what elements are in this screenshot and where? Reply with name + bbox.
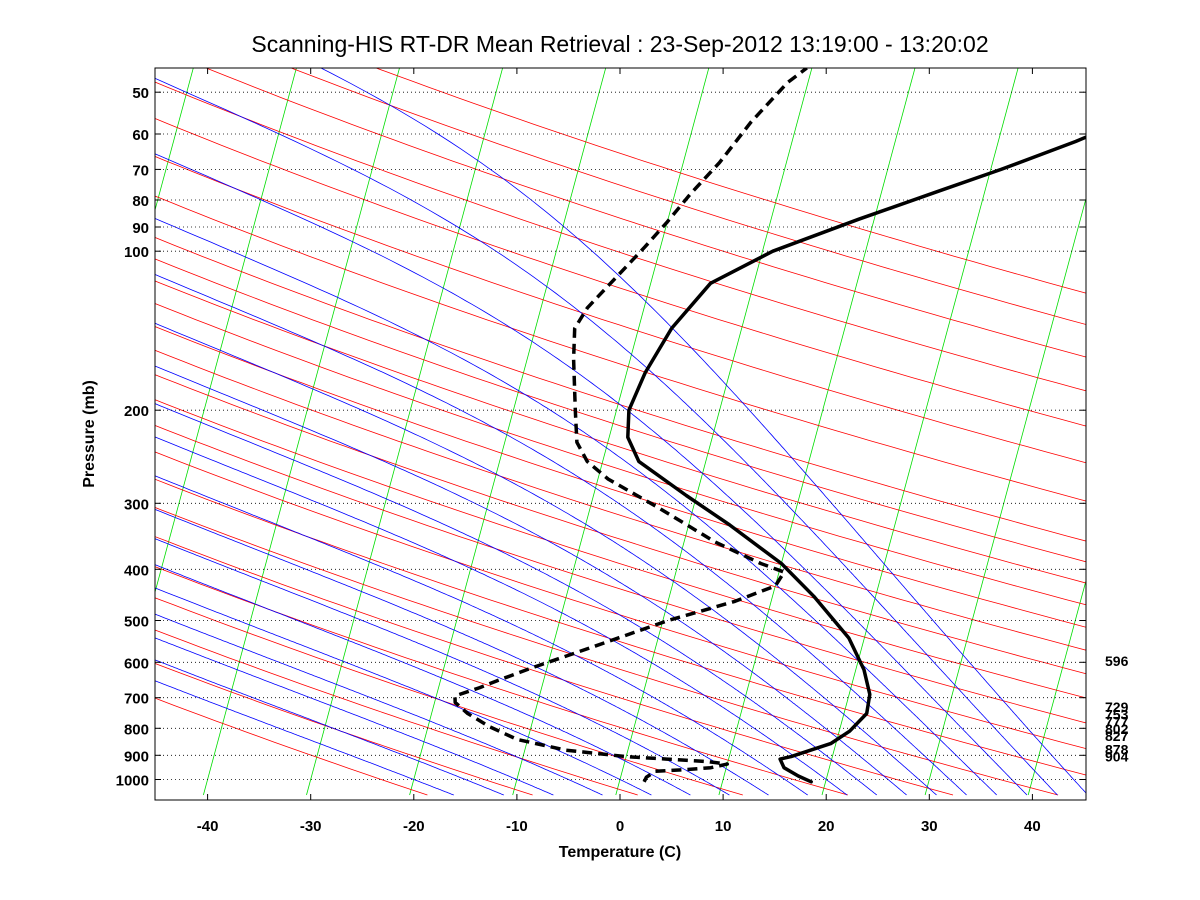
moist-adiabat-line: [155, 436, 848, 796]
background-lines: [0, 63, 1086, 796]
isotherm-line: [203, 68, 400, 796]
moist-adiabat-line: [155, 153, 1028, 796]
isotherm-line: [615, 68, 813, 796]
dry-adiabat-line: [155, 399, 1086, 699]
y-tick-label: 400: [124, 562, 149, 579]
y-tick-label: 300: [124, 496, 149, 513]
chart-title: Scanning-HIS RT-DR Mean Retrieval : 23-S…: [251, 31, 988, 57]
dry-adiabat-line: [155, 280, 1086, 584]
dry-adiabat-line: [155, 326, 1086, 628]
dry-adiabat-line: [155, 507, 1059, 796]
y-tick-label: 600: [124, 655, 149, 672]
y-tick-label: 700: [124, 691, 149, 708]
isotherm-line: [512, 68, 710, 796]
moist-adiabat-line: [155, 475, 808, 796]
dry-adiabat-line: [155, 597, 743, 796]
moist-adiabat-line: [155, 77, 1058, 796]
y-tick-label: 60: [132, 127, 149, 144]
isotherm-line: [409, 68, 607, 796]
y-tick-label: 70: [132, 162, 149, 179]
dry-adiabat-line: [155, 156, 1086, 464]
isotherm-line: [924, 196, 1086, 796]
side-pressure-label: 777: [1105, 714, 1129, 730]
sounding-profiles: [453, 68, 1086, 784]
y-tick-label: 100: [124, 244, 149, 261]
isotherm-line: [1027, 579, 1086, 796]
dry-adiabat-line: [155, 81, 1086, 392]
dry-adiabat-line: [155, 478, 1086, 776]
x-tick-label: 20: [818, 818, 835, 835]
isotherm-line: [155, 68, 194, 212]
x-tick-label: -30: [300, 818, 322, 835]
plot-frame: [154, 67, 1087, 801]
dry-adiabat-line: [155, 425, 1086, 724]
y-tick-label: 900: [124, 748, 149, 765]
side-pressure-label: 596: [1105, 653, 1129, 669]
y-tick-label: 80: [132, 193, 149, 210]
moist-adiabat-line: [155, 659, 504, 796]
moist-adiabat-line: [155, 564, 691, 796]
dry-adiabat-line: [155, 536, 954, 796]
dry-adiabat-line: [155, 237, 1086, 542]
dry-adiabat-line: [155, 258, 1086, 563]
temperature-profile-line: [626, 135, 1086, 784]
dry-adiabat-line: [205, 68, 1086, 358]
moist-adiabat-line: [155, 508, 769, 796]
y-tick-label: 500: [124, 614, 149, 631]
side-pressure-label: 753: [1105, 706, 1129, 722]
isotherm-line: [718, 68, 916, 796]
moist-adiabat-line: [155, 637, 554, 796]
y-tick-label: 90: [132, 220, 149, 237]
moist-adiabat-line: [155, 613, 603, 796]
dry-adiabat-line: [155, 195, 1086, 502]
x-tick-label: -20: [403, 818, 425, 835]
y-tick-label: 800: [124, 721, 149, 738]
y-tick-label: 200: [124, 403, 149, 420]
moist-adiabat-line: [320, 68, 1086, 794]
moist-adiabat-line: [155, 538, 730, 796]
dry-adiabat-line: [155, 118, 1086, 427]
side-pressure-label: 904: [1105, 748, 1129, 764]
side-pressure-label: 802: [1105, 721, 1129, 737]
isotherm-line: [821, 68, 1019, 796]
side-pressure-label: 878: [1105, 742, 1129, 758]
x-tick-label: 10: [715, 818, 732, 835]
y-tick-label: 50: [132, 85, 149, 102]
dry-adiabat-line: [155, 662, 533, 796]
x-tick-label: 40: [1024, 818, 1041, 835]
moist-adiabat-line: [155, 403, 878, 796]
x-tick-label: -40: [197, 818, 219, 835]
moist-adiabat-line: [155, 365, 907, 796]
dry-adiabat-line: [155, 374, 1086, 675]
x-tick-label: -10: [506, 818, 528, 835]
side-pressure-label: 729: [1105, 699, 1129, 715]
side-pressure-label: 827: [1105, 728, 1129, 744]
dry-adiabat-line: [155, 629, 638, 796]
isotherm-line: [155, 68, 297, 594]
dry-adiabat-line: [375, 68, 1086, 294]
dewpoint-profile-line: [453, 68, 808, 783]
y-axis-label: Pressure (mb): [81, 380, 98, 488]
x-axis-label: Temperature (C): [559, 844, 681, 861]
y-tick-label: 1000: [116, 773, 149, 790]
pressure-gridlines: [155, 91, 1086, 780]
isotherm-line: [306, 68, 504, 796]
y-axis-ticks: 50 60 70 80 90 100 200 300 400 500 600 700 800 900 100…: [116, 85, 1086, 790]
dry-adiabat-line: [290, 68, 1086, 325]
x-axis-ticks: -40 -30 -20 -10 0 10 20 30 40: [197, 68, 1041, 835]
isotherm-line: [0, 63, 92, 795]
x-tick-label: 0: [616, 818, 624, 835]
moist-adiabat-line: [155, 680, 454, 796]
dry-adiabat-line: [155, 451, 1086, 750]
dry-adiabat-line: [155, 303, 1086, 606]
x-tick-label: 30: [921, 818, 938, 835]
dry-adiabat-line: [155, 349, 1086, 651]
moist-adiabat-line: [155, 587, 652, 796]
dry-adiabat-line: [155, 566, 849, 796]
